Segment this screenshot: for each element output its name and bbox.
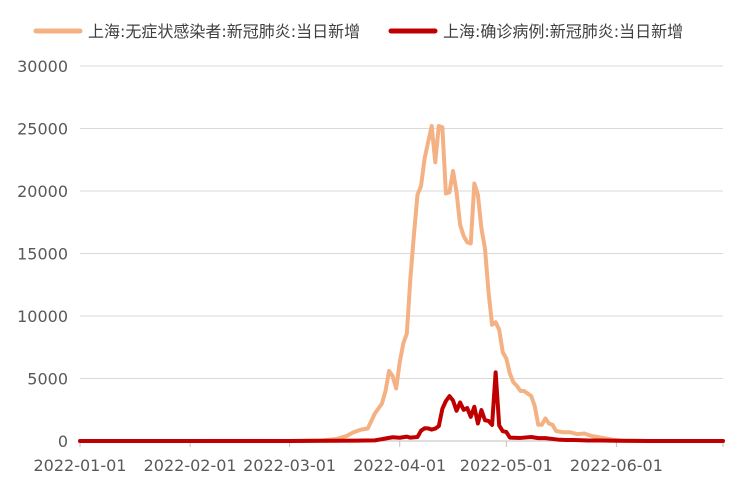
x-tick-label: 2022-05-01 xyxy=(460,456,553,475)
y-tick-label: 15000 xyxy=(17,245,68,264)
x-axis: 2022-01-01 2022-02-01 2022-03-01 2022-04-01… xyxy=(34,440,724,475)
y-axis-ticks: 0 5000 10000 15000 20000 25000 30000 xyxy=(17,57,68,451)
gridlines xyxy=(80,65,723,379)
x-tick-label: 2022-01-01 xyxy=(34,456,127,475)
y-tick-label: 10000 xyxy=(17,307,68,326)
series-lines xyxy=(78,124,725,443)
y-tick-label: 5000 xyxy=(27,370,68,389)
y-tick-label: 25000 xyxy=(17,120,68,139)
y-tick-label: 20000 xyxy=(17,182,68,201)
series-line-2 xyxy=(78,370,725,443)
x-tick-label: 2022-04-01 xyxy=(353,456,446,475)
legend-label: 上海:确诊病例:新冠肺炎:当日新增 xyxy=(443,22,683,41)
x-tick-label: 2022-02-01 xyxy=(144,456,237,475)
series-line-1 xyxy=(78,124,725,443)
legend-label: 上海:无症状感染者:新冠肺炎:当日新增 xyxy=(88,22,360,41)
x-tick-label: 2022-06-01 xyxy=(570,456,663,475)
legend: 上海:无症状感染者:新冠肺炎:当日新增 上海:确诊病例:新冠肺炎:当日新增 xyxy=(33,22,683,41)
y-tick-label: 30000 xyxy=(17,57,68,76)
x-tick-label: 2022-03-01 xyxy=(243,456,336,475)
y-tick-label: 0 xyxy=(58,432,68,451)
